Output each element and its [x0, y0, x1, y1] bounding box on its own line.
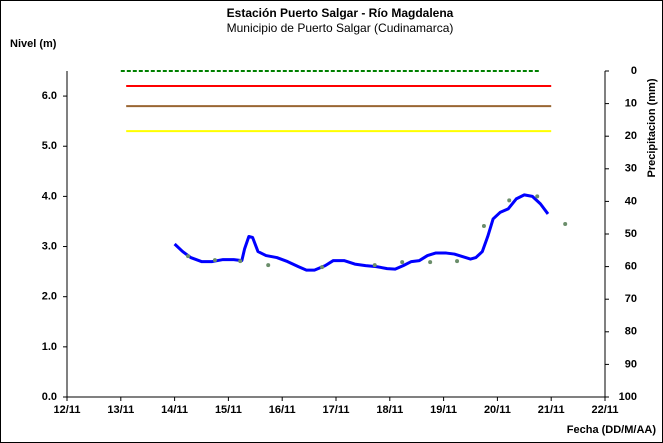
y-tick-label: 0.0: [42, 391, 57, 403]
chart-subtitle: Municipio de Puerto Salgar (Cudinamarca): [227, 21, 454, 35]
x-tick-label: 17/11: [323, 404, 350, 416]
data-point: [563, 221, 568, 226]
chart-title: Estación Puerto Salgar - Río Magdalena: [227, 6, 454, 20]
y-tick-label: 1.0: [42, 341, 57, 353]
y-tick-label: 4.0: [42, 190, 57, 202]
data-point: [212, 258, 217, 263]
x-tick-label: 22/11: [592, 404, 619, 416]
x-axis-label: Fecha (DD/M/AA): [567, 424, 657, 436]
x-tick-label: 20/11: [484, 404, 511, 416]
y-tick-label: 5.0: [42, 140, 57, 152]
data-point: [535, 194, 540, 199]
series-line: [173, 193, 550, 272]
x-tick-label: 21/11: [538, 404, 565, 416]
y2-axis-label: Precipitacion (mm): [646, 78, 658, 177]
y2-tick-label: 50: [625, 228, 637, 240]
data-point: [481, 223, 486, 228]
x-tick-label: 15/11: [215, 404, 242, 416]
x-tick-label: 12/11: [54, 404, 81, 416]
y-tick-label: 6.0: [42, 90, 57, 102]
y2-tick-label: 80: [625, 326, 637, 338]
y2-tick-label: 70: [625, 293, 637, 305]
y2-tick-label: 60: [625, 261, 637, 273]
y2-tick-label: 20: [625, 130, 637, 142]
y2-tick-label: 90: [625, 358, 637, 370]
data-point: [266, 263, 271, 268]
y2-tick-label: 100: [619, 391, 637, 403]
y-tick-label: 2.0: [42, 291, 57, 303]
y-axis-label: Nivel (m): [10, 38, 57, 50]
data-point: [455, 259, 460, 264]
x-tick-label: 18/11: [376, 404, 403, 416]
x-tick-label: 16/11: [269, 404, 296, 416]
data-point: [507, 198, 512, 203]
y2-tick-label: 30: [625, 163, 637, 175]
x-tick-label: 13/11: [107, 404, 134, 416]
y2-tick-label: 40: [625, 195, 637, 207]
data-point: [428, 260, 433, 265]
data-point: [372, 263, 377, 268]
x-tick-label: 14/11: [161, 404, 188, 416]
data-point: [320, 265, 325, 270]
y-tick-label: 3.0: [42, 240, 57, 252]
data-point: [400, 260, 405, 265]
y2-tick-label: 10: [625, 98, 637, 110]
data-point: [186, 254, 191, 259]
data-point: [238, 259, 243, 264]
x-tick-label: 19/11: [430, 404, 457, 416]
y2-tick-label: 0: [631, 65, 637, 77]
